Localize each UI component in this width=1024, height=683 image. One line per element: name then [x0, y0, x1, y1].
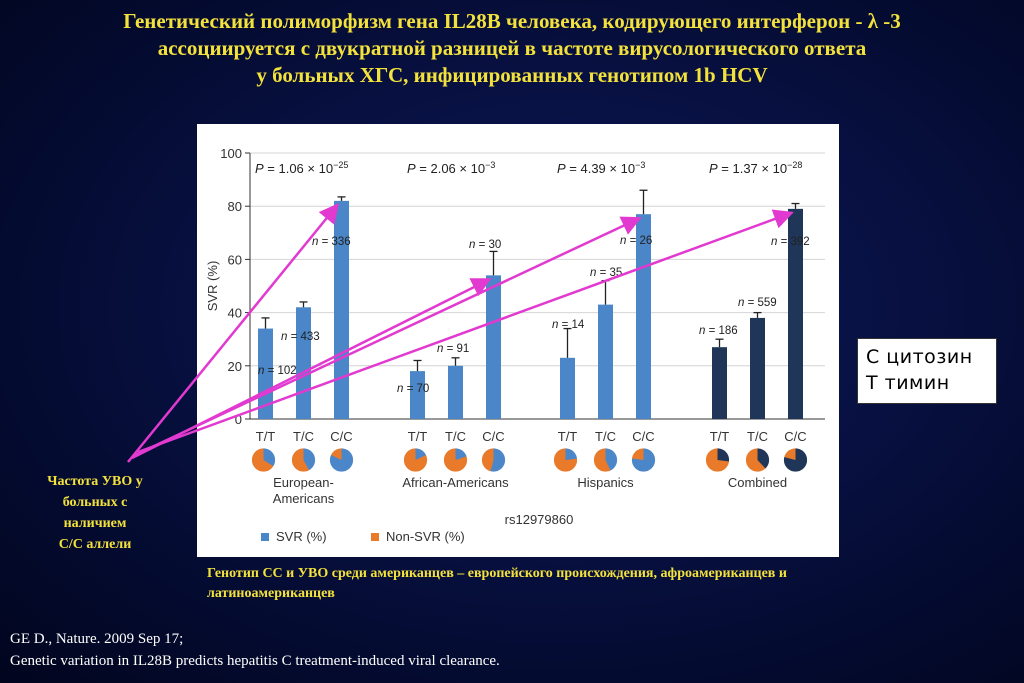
genotype-label: T/T	[558, 429, 578, 444]
n-label: n = 559	[738, 297, 777, 309]
note-line: наличием	[63, 516, 127, 531]
n-label: n = 336	[312, 236, 351, 248]
y-tick-label: 0	[235, 412, 242, 427]
svr-bar-chart: 0 20 40 60 80 100 SVR (%) P = 1.06 × 10−25 n = 1…	[205, 146, 825, 544]
svr-bar	[486, 275, 501, 419]
group-label: Hispanics	[577, 475, 634, 490]
genotype-label: T/C	[595, 429, 616, 444]
genotype-label: T/T	[256, 429, 276, 444]
n-label: n = 30	[469, 239, 501, 251]
n-label: n = 14	[552, 319, 585, 331]
n-label: n = 433	[281, 331, 320, 343]
svr-bar	[448, 365, 463, 419]
slide-title: Генетический полиморфизм гена IL28B чело…	[0, 8, 1024, 89]
note-line: С/С аллели	[58, 537, 132, 552]
genotype-label: T/C	[293, 429, 314, 444]
title-line-3: у больных ХГС, инфицированных генотипом …	[256, 63, 768, 87]
genotype-label: T/T	[408, 429, 428, 444]
svr-slice	[757, 448, 770, 469]
svr-bar	[750, 317, 765, 419]
y-tick-label: 20	[228, 359, 242, 374]
genotype-label: C/C	[330, 429, 352, 444]
n-label: n = 186	[699, 325, 738, 337]
legend-thymine: Т тимин	[866, 372, 950, 394]
legend-non-svr: Non-SVR (%)	[386, 529, 465, 544]
p-value-label: P = 2.06 × 10−3	[407, 160, 495, 176]
genotype-label: C/C	[482, 429, 504, 444]
svr-slice	[783, 448, 808, 472]
svr-bar	[410, 371, 425, 419]
group-label: Americans	[273, 491, 335, 506]
reference-line-2: Genetic variation in IL28B predicts hepa…	[10, 653, 500, 669]
caption-line-1: Генотип СС и УВО среди американцев – евр…	[207, 566, 787, 581]
title-line-2: ассоциируется с двукратной разницей в ча…	[157, 36, 867, 60]
svr-slice	[631, 448, 656, 472]
x-axis-label: rs12979860	[505, 512, 574, 527]
nucleotide-legend: С цитозин Т тимин	[857, 338, 997, 404]
n-label: n = 392	[771, 236, 810, 248]
group-label: Combined	[728, 475, 787, 490]
n-label: n = 26	[620, 235, 652, 247]
reference: GE D., Nature. 2009 Sep 17; Genetic vari…	[10, 628, 910, 672]
caption-line-2: латиноамериканцев	[207, 586, 335, 601]
chart-caption: Генотип СС и УВО среди американцев – евр…	[207, 564, 987, 604]
chart-panel: 0 20 40 60 80 100 SVR (%) P = 1.06 × 10−25 n = 1…	[197, 124, 839, 557]
y-tick-label: 40	[228, 306, 242, 321]
legend-swatch-svr	[261, 533, 269, 541]
group-label: European-	[273, 475, 334, 490]
legend-swatch-non-svr	[371, 533, 379, 541]
p-value-label: P = 1.06 × 10−25	[255, 160, 348, 176]
svr-bar	[296, 307, 311, 419]
p-value-label: P = 1.37 × 10−28	[709, 160, 802, 176]
svr-bar	[598, 304, 613, 419]
note-line: больных с	[62, 495, 128, 510]
genotype-label: T/C	[445, 429, 466, 444]
group-label: African-Americans	[402, 475, 509, 490]
y-tick-label: 100	[220, 146, 242, 161]
svr-bar	[334, 200, 349, 419]
y-tick-label: 80	[228, 199, 242, 214]
n-label: n = 102	[258, 365, 297, 377]
y-tick-label: 60	[228, 252, 242, 267]
svr-bar	[712, 347, 727, 419]
y-axis-label: SVR (%)	[205, 261, 220, 312]
legend-cytosine: С цитозин	[866, 346, 973, 368]
svr-frequency-note: Частота УВО у больных с наличием С/С алл…	[28, 471, 162, 555]
reference-line-1: GE D., Nature. 2009 Sep 17;	[10, 631, 184, 647]
n-label: n = 35	[590, 267, 622, 279]
pie-outline	[783, 447, 808, 473]
genotype-label: C/C	[784, 429, 806, 444]
n-label: n = 91	[437, 343, 469, 355]
note-line: Частота УВО у	[47, 474, 143, 489]
title-line-1: Генетический полиморфизм гена IL28B чело…	[123, 9, 901, 33]
genotype-label: T/C	[747, 429, 768, 444]
genotype-label: C/C	[632, 429, 654, 444]
n-label: n = 70	[397, 383, 429, 395]
genotype-label: T/T	[710, 429, 730, 444]
svr-bar	[560, 357, 575, 419]
p-value-label: P = 4.39 × 10−3	[557, 160, 645, 176]
legend-svr: SVR (%)	[276, 529, 327, 544]
